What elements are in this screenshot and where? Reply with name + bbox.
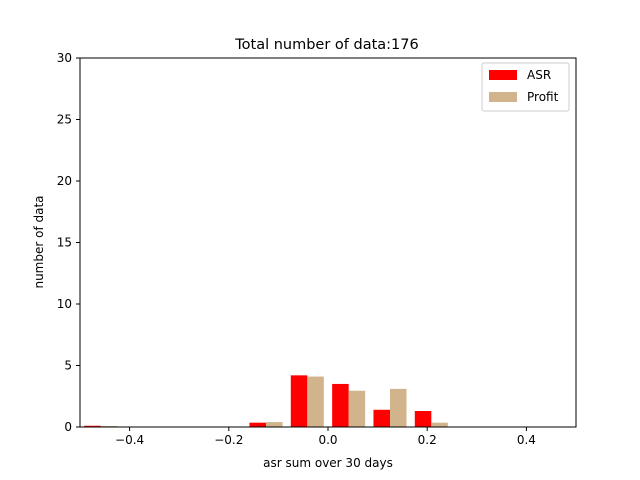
- x-tick-label: 0.0: [318, 433, 337, 447]
- x-axis-ticks: −0.4 −0.2 0.0 0.2 0.4: [115, 427, 536, 447]
- x-tick-label: 0.2: [418, 433, 437, 447]
- bar-asr-4: [373, 409, 390, 427]
- x-tick-label: −0.2: [214, 433, 243, 447]
- x-tick-label: 0.4: [517, 433, 536, 447]
- bar-profit-2: [307, 376, 324, 427]
- legend-swatch-asr: [489, 70, 517, 80]
- y-axis-label: number of data: [32, 195, 46, 288]
- y-tick-label: 10: [57, 297, 72, 311]
- bar-profit-1: [266, 422, 283, 427]
- y-tick-label: 20: [57, 174, 72, 188]
- legend: ASR Profit: [481, 62, 570, 112]
- bars-group: [84, 375, 448, 427]
- legend-label-asr: ASR: [527, 68, 551, 82]
- y-tick-label: 30: [57, 51, 72, 65]
- y-tick-label: 0: [64, 420, 72, 434]
- bar-asr-2: [290, 375, 308, 427]
- y-tick-label: 15: [57, 236, 72, 250]
- bar-asr-0: [84, 425, 101, 427]
- bar-asr-5: [414, 411, 432, 427]
- y-axis-ticks: 0 5 10 15 20 25 30: [57, 51, 80, 434]
- plot-frame: [79, 57, 577, 428]
- bar-profit-3: [348, 390, 366, 427]
- bar-asr-1: [249, 422, 266, 427]
- x-tick-label: −0.4: [115, 433, 144, 447]
- chart-title: Total number of data:176: [234, 37, 418, 53]
- bar-profit-4: [390, 388, 407, 427]
- bar-asr-3: [332, 383, 349, 427]
- y-tick-label: 5: [64, 359, 72, 373]
- legend-label-profit: Profit: [527, 90, 559, 104]
- legend-swatch-profit: [489, 92, 517, 102]
- x-axis-label: asr sum over 30 days: [263, 456, 393, 470]
- y-tick-label: 25: [57, 113, 72, 127]
- bar-profit-5: [431, 422, 448, 427]
